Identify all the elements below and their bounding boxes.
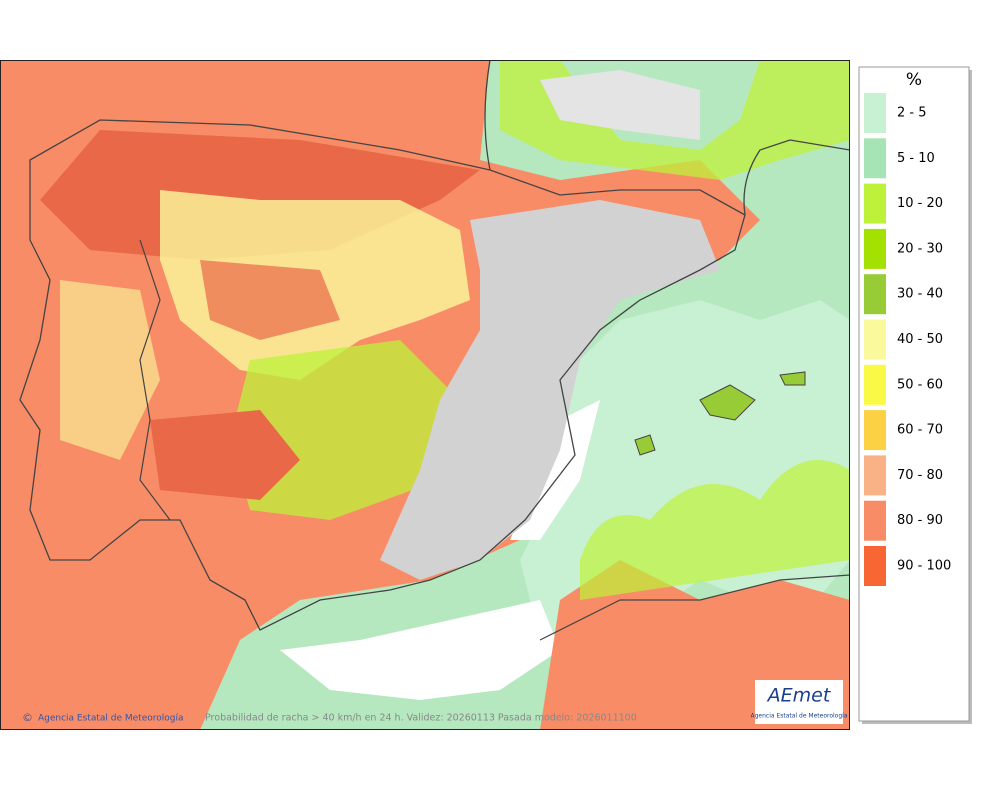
legend-swatch bbox=[864, 183, 886, 224]
copyright-icon: © bbox=[22, 711, 33, 724]
legend-label: 50 - 60 bbox=[897, 377, 943, 392]
logo-box bbox=[755, 680, 843, 724]
legend-swatch bbox=[864, 93, 886, 133]
legend-label: 20 - 30 bbox=[897, 241, 943, 256]
land-gray bbox=[380, 200, 720, 580]
logo-subtitle: Agencia Estatal de Meteorología bbox=[751, 713, 848, 720]
legend-label: 10 - 20 bbox=[897, 196, 943, 211]
region bbox=[150, 410, 300, 500]
legend-items: 2 - 5 5 - 10 10 - 20 20 - 30 30 - 40 40 - 50 5… bbox=[864, 93, 951, 586]
legend-swatch bbox=[864, 500, 886, 541]
footer-caption: Probabilidad de racha > 40 km/h en 24 h.… bbox=[205, 713, 637, 724]
sea-band bbox=[580, 460, 850, 600]
legend-label: 60 - 70 bbox=[897, 423, 943, 438]
legend-title: % bbox=[906, 70, 922, 90]
legend-label: 5 - 10 bbox=[897, 151, 935, 166]
legend-swatch bbox=[864, 364, 886, 405]
sea-white bbox=[280, 600, 560, 700]
legend-label: 2 - 5 bbox=[897, 106, 927, 121]
footer-left: Agencia Estatal de Meteorología bbox=[38, 714, 184, 724]
coastline bbox=[539, 574, 850, 641]
legend-label: 70 - 80 bbox=[897, 468, 943, 483]
legend-swatch bbox=[864, 546, 886, 586]
legend-swatch bbox=[864, 138, 886, 179]
north-band bbox=[500, 60, 850, 180]
legend-swatch bbox=[864, 228, 886, 269]
legend-label: 80 - 90 bbox=[897, 513, 943, 528]
legend-swatch bbox=[864, 455, 886, 496]
legend-swatch bbox=[864, 319, 886, 360]
island bbox=[634, 434, 656, 456]
region bbox=[60, 280, 160, 460]
coastline bbox=[19, 119, 746, 631]
border bbox=[484, 60, 491, 171]
island bbox=[779, 371, 806, 386]
map-frame bbox=[0, 60, 850, 730]
legend-label: 40 - 50 bbox=[897, 332, 943, 347]
legend-swatch bbox=[864, 274, 886, 315]
logo: AEmet bbox=[766, 685, 832, 707]
map bbox=[0, 60, 850, 730]
land-gray bbox=[540, 70, 700, 140]
legend-swatch bbox=[864, 410, 886, 451]
island bbox=[699, 384, 756, 421]
legend-label: 30 - 40 bbox=[897, 287, 943, 302]
border bbox=[139, 239, 171, 521]
legend-label: 90 - 100 bbox=[897, 559, 951, 574]
border bbox=[743, 139, 850, 216]
region bbox=[200, 260, 340, 340]
